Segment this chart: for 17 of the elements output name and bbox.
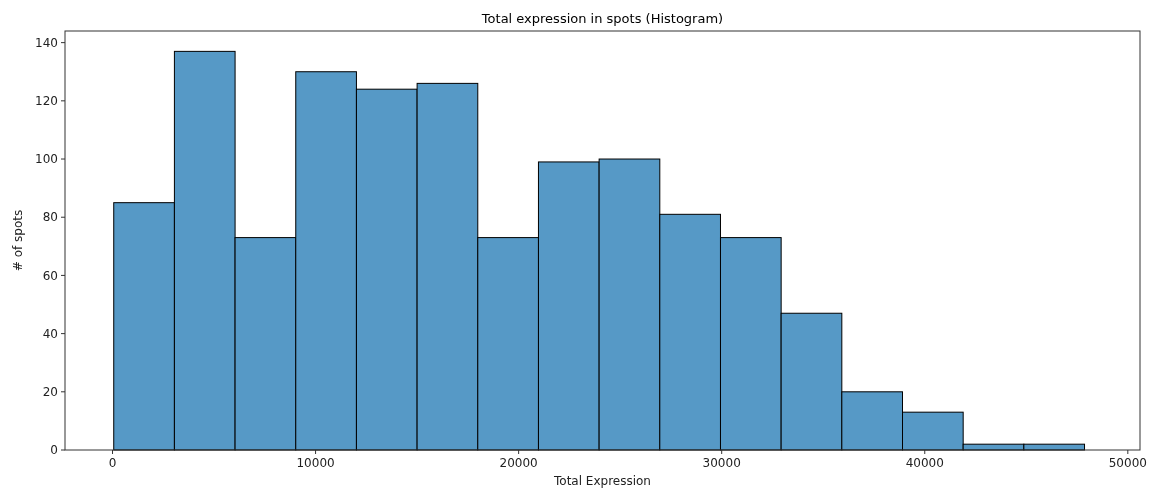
x-tick-label: 0 <box>108 456 117 470</box>
y-tick-label: 120 <box>35 94 58 109</box>
y-tick-label: 0 <box>50 443 58 458</box>
x-tick-label: 40000 <box>905 456 944 470</box>
y-axis-title: # of spots <box>11 209 25 272</box>
y-tick-label: 140 <box>35 35 58 50</box>
y-tick-label: 40 <box>42 326 58 341</box>
x-tick-label: 30000 <box>702 456 741 470</box>
x-axis-title: Total Expression <box>553 474 651 488</box>
y-tick-label: 20 <box>42 385 58 400</box>
x-tick-label: 20000 <box>499 456 538 470</box>
x-tick-label: 50000 <box>1108 456 1147 470</box>
x-tick-label: 10000 <box>296 456 335 470</box>
y-tick-label: 100 <box>35 152 58 167</box>
y-tick-label: 80 <box>42 210 58 225</box>
y-tick-label: 60 <box>42 268 58 283</box>
chart-title: Total expression in spots (Histogram) <box>480 11 724 26</box>
